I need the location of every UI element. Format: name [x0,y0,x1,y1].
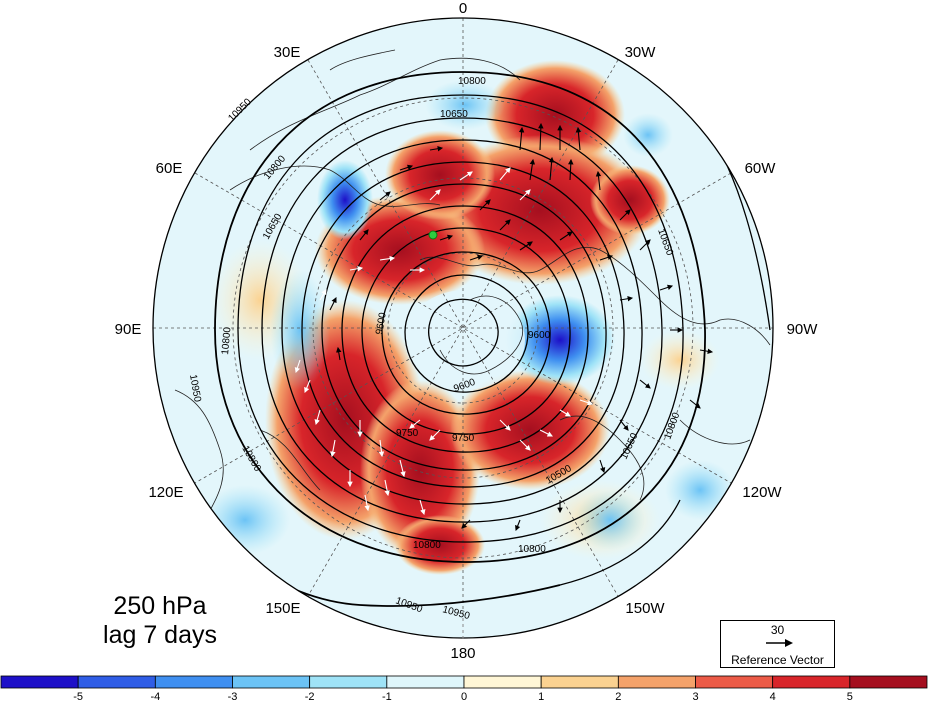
colorbar-swatch [772,675,851,689]
lon-label-0: 0 [459,0,467,17]
polar-stereographic-map: 10800 10650 10950 10800 10650 9600 9600 … [115,0,819,662]
contour-label: 10800 [413,540,441,551]
colorbar-swatch [309,675,388,689]
contour-label: 10800 [458,76,486,87]
colorbar-swatch [540,675,619,689]
reference-vector-box: 30 Reference Vector [720,620,835,668]
contour-label: 10800 [220,326,233,355]
lon-label-90w: 90W [787,321,819,338]
colorbar-swatch [463,675,542,689]
colorbar-tick-label: -2 [305,691,315,702]
colorbar-tick-label: -4 [150,691,160,702]
colorbar-swatch [695,675,774,689]
colorbar-swatch [0,675,79,689]
reference-vector-label: Reference Vector [731,653,824,667]
colorbar-tick-label: 4 [770,691,776,702]
lon-label-120w: 120W [742,484,782,501]
colorbar: -5 -4 -3 -2 -1 0 1 2 3 4 5 [0,675,928,702]
lon-label-180: 180 [450,645,475,662]
colorbar-tick-label: -3 [228,691,238,702]
contour-label: 9750 [396,428,419,439]
colorbar-swatch [386,675,465,689]
contour-label: 10800 [518,544,546,555]
colorbar-tick-label: 5 [847,691,853,702]
contour-label: 9600 [528,330,551,341]
colorbar-tick-label: -5 [73,691,83,702]
colorbar-tick-label: 2 [615,691,621,702]
lon-label-150e: 150E [265,600,300,617]
lon-label-30e: 30E [274,44,301,61]
contour-label: 9600 [374,311,389,335]
lon-label-120e: 120E [148,484,183,501]
longitude-labels: 0 30W 60W 90W 120W 150W 180 150E 120E 90… [115,0,819,662]
reference-vector-value: 30 [770,623,785,637]
colorbar-swatch [232,675,311,689]
colorbar-tick-label: 0 [461,691,467,702]
wind-vectors [294,122,714,532]
lon-label-60e: 60E [156,160,183,177]
lag-text: lag 7 days [103,621,217,649]
lon-label-30w: 30W [625,44,657,61]
lon-label-150w: 150W [625,600,665,617]
colorbar-tick-label: 1 [538,691,544,702]
contour-label: 10650 [440,109,468,120]
graticule [153,18,773,638]
location-marker [428,230,438,240]
lon-label-90e: 90E [115,321,142,338]
contour-label: 9750 [452,433,475,444]
colorbar-swatch [849,675,928,689]
colorbar-swatch [617,675,696,689]
colorbar-swatch [154,675,233,689]
contour-label: 10950 [187,374,203,404]
lon-label-60w: 60W [745,160,777,177]
colorbar-tick-label: -1 [382,691,392,702]
pressure-level-text: 250 hPa [113,592,207,620]
colorbar-tick-label: 3 [692,691,698,702]
plot-caption: 250 hPa lag 7 days [100,592,220,650]
reference-arrow-icon [766,639,793,647]
coastlines [174,49,771,521]
colorbar-swatch [77,675,156,689]
